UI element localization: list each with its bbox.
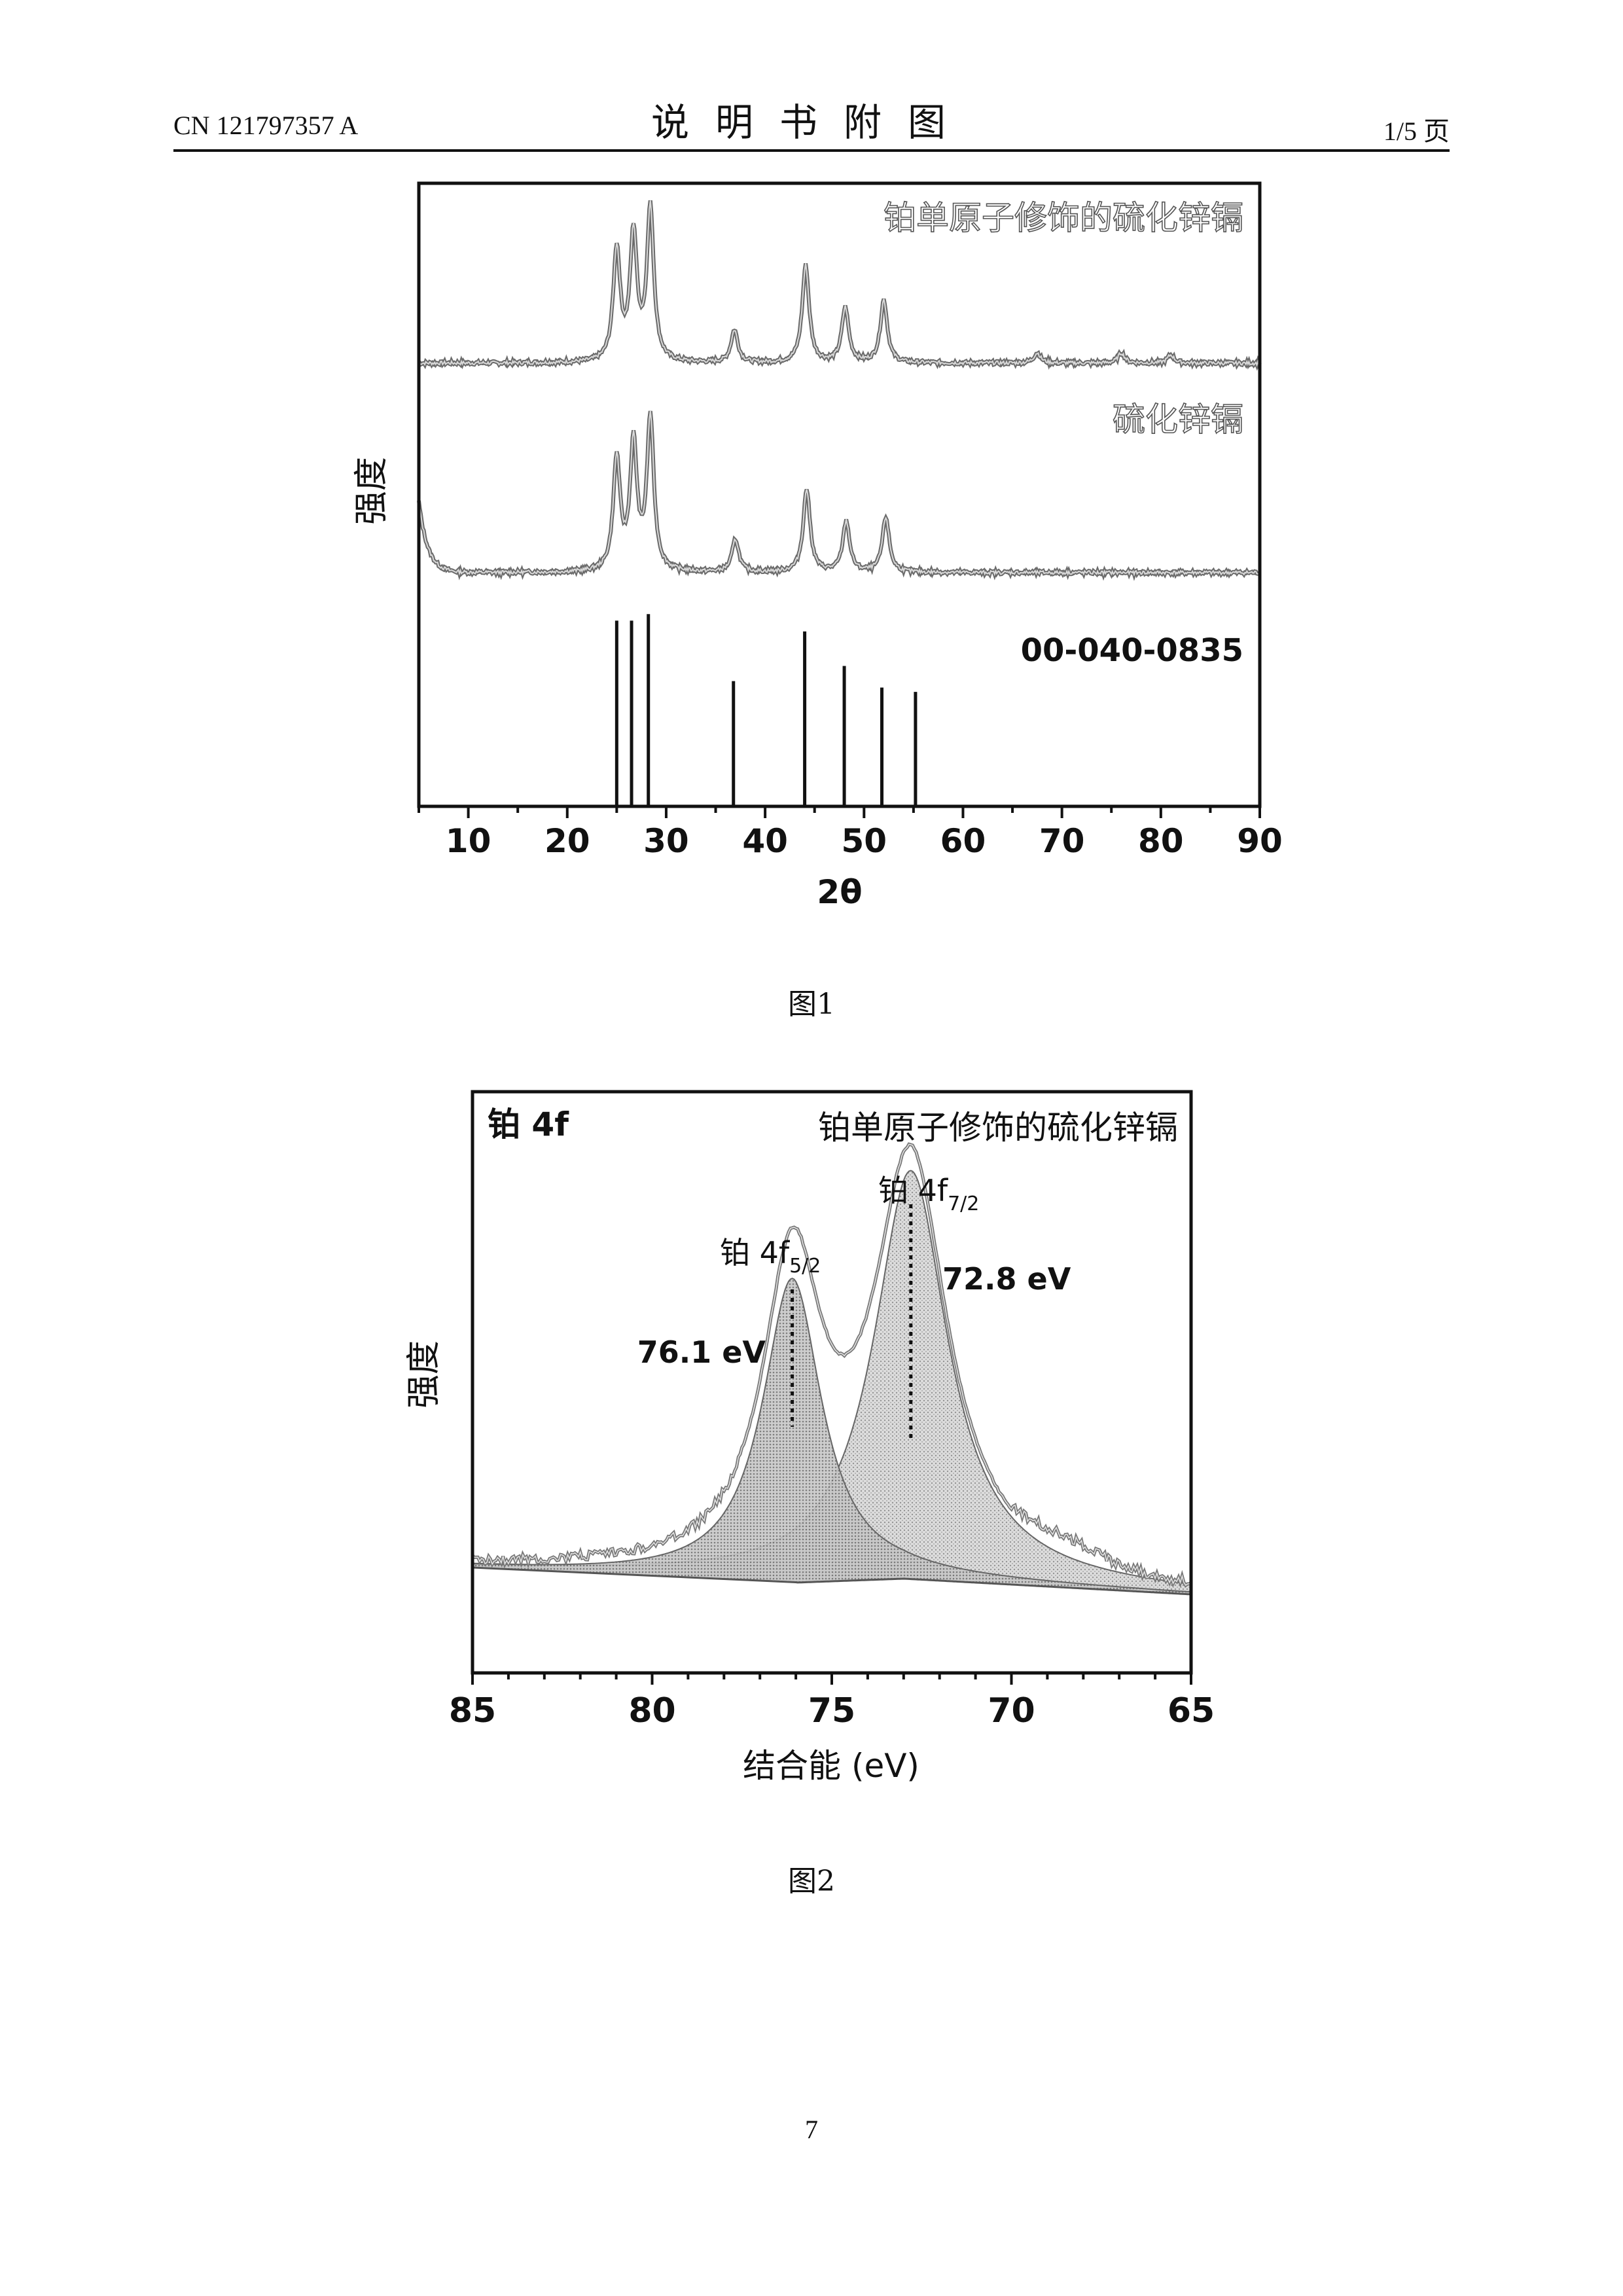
peak-energy-label: 76.1 eV bbox=[637, 1335, 766, 1370]
figure-2-caption: 图2 bbox=[788, 1865, 835, 1898]
xrd-x-tick-label: 20 bbox=[544, 822, 590, 860]
xps-y-axis-title: 强度 bbox=[404, 1340, 444, 1408]
xrd-series-line-highlight bbox=[418, 200, 1260, 367]
xrd-x-tick-label: 40 bbox=[742, 822, 788, 860]
document-number: CN 121797357 A bbox=[173, 111, 359, 140]
xps-x-tick-label: 65 bbox=[1168, 1691, 1215, 1731]
xrd-x-tick-label: 10 bbox=[446, 822, 491, 860]
peak-label-4f72: 铂 4f7/2 bbox=[878, 1173, 979, 1215]
xrd-chart: 10 20 30 40 50 60 70 80 90 铂单原子修饰的硫化锌镉 硫化锌镉 00-0… bbox=[352, 181, 1283, 911]
peak-label-4f52: 铂 4f5/2 bbox=[720, 1235, 821, 1278]
xps-x-tick-label: 85 bbox=[449, 1691, 496, 1731]
xrd-x-axis-title: 2θ bbox=[817, 873, 862, 911]
xps-raw-data-highlight bbox=[472, 1143, 1192, 1587]
xps-x-axis-title: 结合能 (eV) bbox=[743, 1747, 919, 1785]
xrd-plot-frame bbox=[417, 181, 1262, 808]
xrd-reference-label: 00-040-0835 bbox=[1021, 632, 1243, 669]
svg-text:铂 4f5/2: 铂 4f5/2 bbox=[720, 1235, 821, 1278]
peak-energy-label: 72.8 eV bbox=[942, 1261, 1071, 1297]
peak-label-text: 铂 4f bbox=[720, 1235, 791, 1270]
xrd-x-tick-label: 80 bbox=[1138, 822, 1184, 860]
xps-background-line bbox=[472, 1566, 1192, 1596]
page-count: 1/5 页 bbox=[1383, 117, 1450, 146]
xps-x-tick-label: 75 bbox=[808, 1691, 855, 1731]
figure-1-caption: 图1 bbox=[788, 988, 835, 1021]
xps-title: 铂单原子修饰的硫化锌镉 bbox=[818, 1109, 1178, 1147]
xps-corner-label: 铂 4f bbox=[488, 1105, 569, 1143]
page-number: 7 bbox=[805, 2115, 818, 2144]
xrd-x-tick-label: 50 bbox=[841, 822, 887, 860]
page-title: 说明书附图 bbox=[651, 100, 972, 145]
xrd-series-line-highlight bbox=[418, 410, 1260, 577]
xrd-y-axis-title: 强度 bbox=[352, 457, 391, 525]
xrd-x-tick-label: 30 bbox=[643, 822, 689, 860]
peak-label-subscript: 5/2 bbox=[789, 1255, 821, 1278]
xrd-series-label: 硫化锌镉 bbox=[1113, 401, 1243, 439]
peak-label-subscript: 7/2 bbox=[948, 1193, 979, 1215]
xrd-x-tick-label: 60 bbox=[940, 822, 986, 860]
xrd-series-label: 铂单原子修饰的硫化锌镉 bbox=[883, 199, 1243, 237]
xps-chart: 85 80 75 70 65 铂 4f 铂单原子修饰的硫化锌镉 铂 4f7/2 72.8… bbox=[404, 1090, 1215, 1785]
xrd-x-tick-label: 90 bbox=[1237, 822, 1283, 860]
xrd-x-tick-label: 70 bbox=[1039, 822, 1085, 860]
xps-x-tick-label: 80 bbox=[628, 1691, 675, 1731]
svg-text:铂 4f7/2: 铂 4f7/2 bbox=[878, 1173, 979, 1215]
header-divider bbox=[173, 149, 1450, 152]
xps-x-tick-label: 70 bbox=[988, 1691, 1035, 1731]
peak-label-text: 铂 4f bbox=[878, 1173, 949, 1208]
